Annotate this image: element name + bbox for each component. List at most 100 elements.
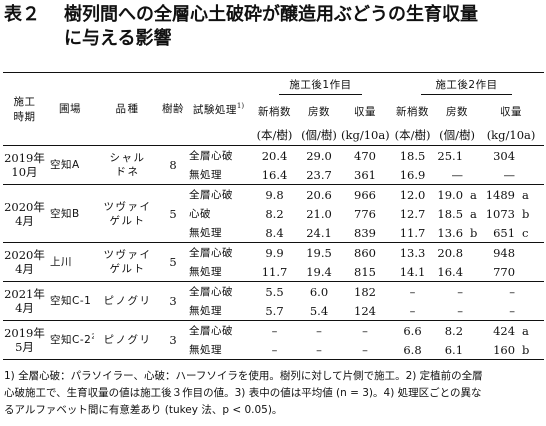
cell-treatment: 全層心破 [185,184,252,204]
cell-age: 8 [169,158,177,172]
cell-y2-clusters: 25.1 [437,148,464,163]
cell-y1-clusters: 23.7 [306,167,332,182]
cell-y1-clusters: 24.1 [306,225,332,240]
table-row: 無処理 8.4 24.1 839 11.7 13.6 b 651 c [3,223,544,243]
variety-line-1: シャル [109,152,146,164]
header-yield-2: 収量 [500,106,523,118]
table-row: 無処理 5.7 5.4 124 – – – [3,301,544,321]
cell-age: 3 [161,281,185,321]
cell-y1-shoots: – [271,342,278,357]
header-treatment: 試験処理1) [185,72,252,146]
cell-y2-shoots: 18.5 [399,148,426,163]
cell-y1-yield: – [341,320,390,340]
cell-y2-yield: 948 [478,242,519,262]
table-number: 表２ [4,4,40,25]
variety-line-1: ツヴァイ [103,249,152,261]
cell-treatment: 心破 [189,207,211,220]
note-line-1: 1) 全層心破：パラソイラー、心破：ハーフソイラを使用。樹列に対して片側で施工。… [4,370,483,382]
cell-y1-shoots: 8.2 [265,206,284,221]
header-period: 施工 時期 [3,72,46,146]
cell-y2-clusters: – [436,281,467,301]
cell-y2-yield: – [478,281,519,301]
cell-y2-yield-letter [518,242,545,262]
cell-period: 2019年 5月 [3,320,46,360]
cell-y1-shoots: 9.8 [252,184,297,204]
cell-y2-shoots: – [389,281,437,301]
cell-y2-shoots: 6.8 [403,342,422,357]
title-line-2: に与える影響 [64,28,172,49]
cell-y2-yield: 304 [493,148,516,163]
cell-treatment: 全層心破 [189,149,233,162]
cell-y2-clusters: – [457,303,464,318]
period-month: 5月 [15,340,34,354]
header-variety: 品種 [94,72,161,146]
cell-treatment: 無処理 [189,168,222,181]
cell-variety: ピノグリ [94,320,161,360]
unit-clusters-1: (個/樹) [301,128,337,142]
cell-y1-yield: 860 [341,242,390,262]
cell-y1-shoots: 5.5 [252,281,297,301]
cell-y2-yield-letter: a [518,184,545,204]
cell-treatment: 無処理 [189,226,222,239]
cell-y1-clusters: – [297,320,341,340]
cell-y1-shoots: – [252,320,297,340]
cell-y2-yield-letter [518,281,545,301]
cell-y1-clusters: 21.0 [306,206,332,221]
farm-name: 空知C-2 [50,334,92,346]
cell-y2-shoots: 16.9 [399,167,426,182]
variety-line-2: ドネ [115,166,140,178]
cell-y1-yield: 776 [354,206,376,221]
cell-y1-clusters: – [316,342,322,357]
variety-line-1: ツヴァイ [103,200,152,213]
header-shoots-2: 新梢数 [396,106,430,118]
cell-y2-clusters-letter [466,320,479,340]
cell-y2-shoots: 12.7 [399,206,426,221]
cell-y1-shoots: 8.4 [265,225,284,240]
table-row: 無処理 – – – 6.8 6.1 160 b [3,340,545,360]
unit-yield-2: (kg/10a) [486,128,536,142]
cell-farm: 空知C-1 [46,281,94,321]
cell-age: 5 [161,184,185,243]
cell-variety: ピノグリ [94,281,161,321]
cell-y2-clusters-letter: a [466,184,479,204]
cell-farm: 上川 [46,242,94,282]
cell-y2-clusters-letter [466,242,479,262]
cell-y2-yield-letter: a [518,320,545,340]
cell-y2-yield: 770 [493,264,516,279]
cell-y1-yield: 361 [354,167,376,182]
cell-y2-yield-letter [518,262,544,282]
cell-y2-yield-letter [518,301,544,321]
cell-y2-yield-letter: c [522,225,529,240]
period-month: 10月 [11,165,38,179]
header-clusters-2: 房数 [446,106,469,118]
cell-y1-yield: 966 [341,184,390,204]
cell-y2-yield: 1073 [485,206,516,221]
cell-y2-clusters: 18.5 [437,206,464,221]
title-line-1: 樹列間への全層心土破砕が醸造用ぶどうの生育収量 [64,4,478,25]
cell-y2-clusters-letter [466,301,478,321]
cell-period: 2021年 4月 [3,281,46,321]
cell-y2-clusters: 8.2 [436,320,467,340]
table-row: 2019年 10月 空知A シャル ドネ 8 全層心破 20.4 29.0 470 18.5 25.1… [3,146,544,179]
cell-y1-clusters: 19.4 [306,264,332,279]
period-month: 4月 [15,262,34,276]
farm-name: 上川 [50,256,72,268]
cell-y1-shoots: 5.7 [265,303,284,318]
header-yield-1: 収量 [354,106,376,118]
header-shoots-1: 新梢数 [258,106,291,118]
cell-y1-clusters: 20.6 [297,184,341,204]
period-year: 2019年 [4,151,45,165]
cell-y2-clusters: 13.6 [437,225,464,240]
cell-y2-yield-letter: b [522,342,530,357]
period-year: 2020年 [4,248,45,262]
cell-y2-yield: — [503,167,516,182]
cell-y2-clusters-letter [466,340,478,360]
cell-y1-shoots: 16.4 [261,167,288,182]
cell-period: 2020年 4月 [3,184,46,243]
table-body: 施工 時期 圃場 品種 樹齢 試験処理1) 施工後1作目 施工後2作目 新梢数 房… [3,72,545,360]
cell-y2-yield: 424 [478,320,519,340]
cell-treatment: 無処理 [189,343,222,356]
cell-treatment: 全層心破 [185,242,252,262]
cell-y2-clusters-letter [466,165,478,185]
